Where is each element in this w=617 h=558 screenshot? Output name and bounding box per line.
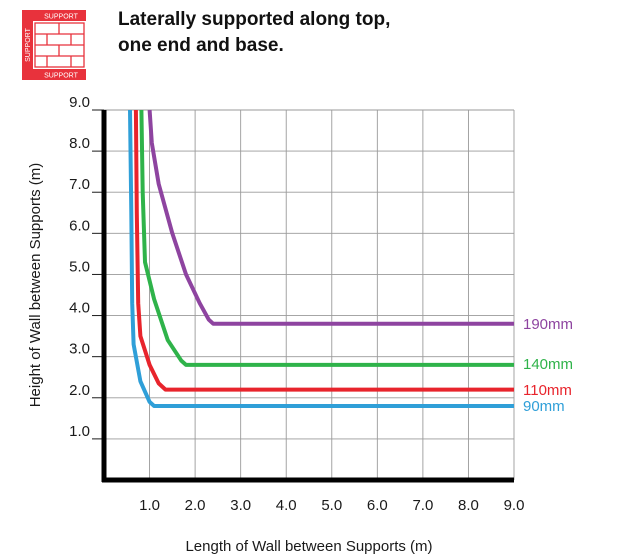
brick-wall: [34, 22, 85, 68]
series-label-110mm: 110mm: [523, 382, 572, 399]
chart-title-line-1: Laterally supported along top,: [118, 9, 391, 30]
series-label-190mm: 190mm: [523, 316, 573, 333]
series-label-140mm: 140mm: [523, 356, 573, 373]
support-band-bottom: [22, 69, 86, 80]
series-label-90mm: 90mm: [523, 398, 565, 415]
x-tick-label: 5.0: [321, 497, 342, 514]
brick-wall-support-icon: SUPPORT SUPPORT SUPPORT: [22, 10, 86, 80]
support-label-bottom: SUPPORT: [44, 73, 78, 80]
x-tick-label: 4.0: [276, 497, 297, 514]
support-label-left: SUPPORT: [25, 27, 32, 61]
x-tick-label: 3.0: [230, 497, 251, 514]
y-tick-label: 4.0: [69, 300, 90, 317]
y-axis-title: Height of Wall between Supports (m): [27, 163, 44, 408]
series-line-90mm: [128, 109, 514, 408]
x-axis-title: Length of Wall between Supports (m): [185, 538, 432, 555]
x-tick-label: 7.0: [412, 497, 433, 514]
y-tick-label: 9.0: [69, 94, 90, 111]
y-tick-label: 2.0: [69, 382, 90, 399]
x-tick-label: 1.0: [139, 497, 160, 514]
x-tick-label: 9.0: [504, 497, 525, 514]
support-band-top: [22, 10, 86, 21]
y-tick-label: 6.0: [69, 217, 90, 234]
chart-title-line-2: one end and base.: [118, 35, 284, 56]
y-tick-label: 7.0: [69, 176, 90, 193]
series-line-190mm: [147, 109, 514, 326]
x-tick-label: 8.0: [458, 497, 479, 514]
y-tick-label: 8.0: [69, 135, 90, 152]
chart-title: Laterally supported along top, one end a…: [118, 7, 538, 59]
x-tick-label: 6.0: [367, 497, 388, 514]
y-tick-label: 1.0: [69, 423, 90, 440]
support-label-top: SUPPORT: [44, 14, 78, 21]
support-band-left: [22, 10, 33, 80]
series-line-140mm: [139, 109, 514, 367]
series-line-110mm: [133, 109, 514, 392]
y-tick-label: 3.0: [69, 341, 90, 358]
y-tick-label: 5.0: [69, 258, 90, 275]
x-tick-label: 2.0: [185, 497, 206, 514]
